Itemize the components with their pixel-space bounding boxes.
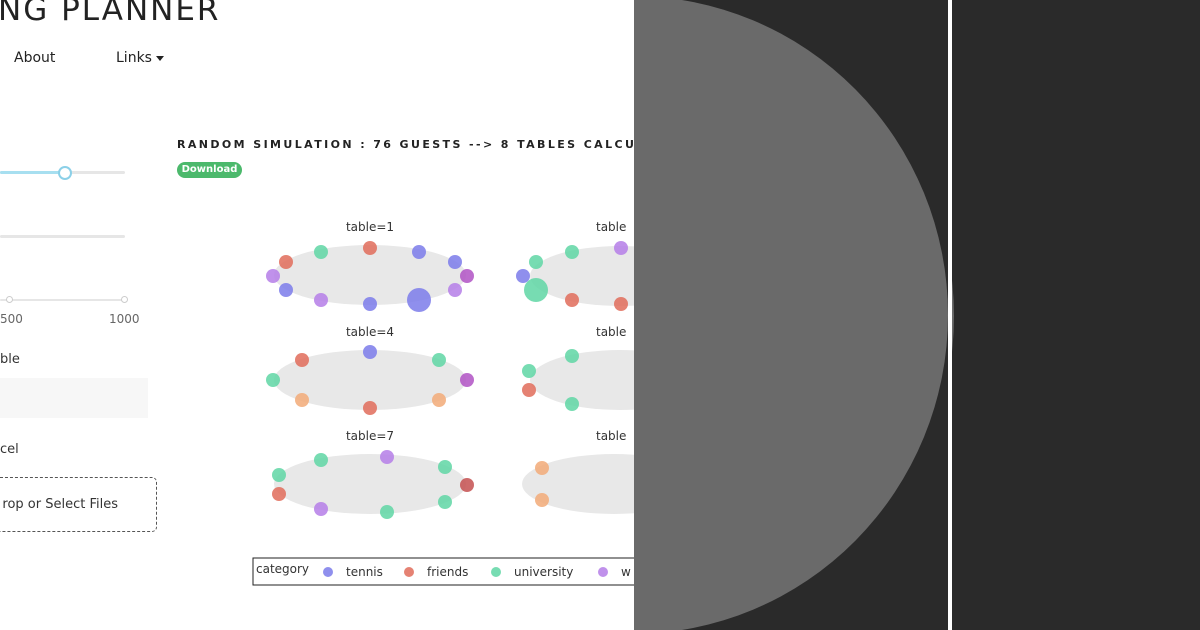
app-title: NG PLANNER (0, 0, 221, 28)
legend-entry[interactable]: w (621, 565, 631, 579)
guest-point (412, 245, 426, 259)
guest-point (614, 297, 628, 311)
guest-point (460, 373, 474, 387)
guest-point (438, 495, 452, 509)
guest-point (272, 487, 286, 501)
guest-point (565, 397, 579, 411)
legend-marker (598, 567, 608, 577)
guest-point (535, 493, 549, 507)
app-screenshot: NG PLANNER About Links 500 1000 ble cel … (0, 0, 634, 586)
download-button[interactable]: Download (177, 162, 242, 178)
slider-tick-label: 1000 (109, 312, 140, 326)
guest-point (279, 255, 293, 269)
decorative-panel (634, 0, 1200, 630)
guest-point (432, 393, 446, 407)
guest-point (272, 468, 286, 482)
table-ellipse (530, 350, 634, 410)
legend-entry[interactable]: friends (427, 565, 468, 579)
facet-table-4: table=4 (266, 325, 474, 415)
facet-title: table=7 (346, 429, 394, 443)
table-ellipse (274, 454, 466, 514)
guest-point (295, 393, 309, 407)
panel-divider (948, 0, 952, 630)
guest-point (279, 283, 293, 297)
nav-links-label: Links (116, 50, 152, 66)
facet-table-2: table (516, 220, 634, 311)
legend-title: category (256, 562, 309, 576)
guest-point (380, 450, 394, 464)
legend-entry[interactable]: tennis (346, 565, 383, 579)
guest-point (363, 401, 377, 415)
guest-point (524, 278, 548, 302)
facet-title: table=4 (346, 325, 394, 339)
guest-point (522, 364, 536, 378)
file-dropzone[interactable]: rop or Select Files (0, 477, 157, 532)
table-size-input[interactable] (0, 378, 148, 418)
guest-point (448, 283, 462, 297)
guest-point (565, 245, 579, 259)
semicircle-shape (634, 0, 948, 630)
guest-point (614, 241, 628, 255)
facet-table-7: table=7 (272, 429, 474, 519)
table-ellipse (274, 350, 466, 410)
guest-point (314, 502, 328, 516)
slider-handle[interactable] (58, 166, 72, 180)
slider-fill (0, 171, 64, 174)
facet-title: table (596, 325, 626, 339)
dropzone-text: rop or Select Files (2, 497, 118, 512)
simulation-title: RANDOM SIMULATION : 76 GUESTS --> 8 TABL… (177, 138, 634, 151)
table-ellipse (522, 454, 634, 514)
guest-point (438, 460, 452, 474)
tables-slider[interactable] (0, 235, 125, 238)
semicircle-shape (952, 0, 954, 630)
facet-table-5: table (522, 325, 634, 411)
guest-point (314, 245, 328, 259)
guest-point (516, 269, 530, 283)
facet-title: table (596, 220, 626, 234)
iterations-slider[interactable] (0, 299, 125, 301)
guest-point (407, 288, 431, 312)
facet-table-1: table=1 (266, 220, 474, 312)
guest-point (432, 353, 446, 367)
table-ellipse (530, 246, 634, 306)
nav-links[interactable]: Links (116, 50, 164, 66)
guest-point (522, 383, 536, 397)
legend-box (252, 557, 634, 586)
guest-point (565, 349, 579, 363)
legend-marker (404, 567, 414, 577)
legend-entry[interactable]: university (514, 565, 573, 579)
guest-point (314, 453, 328, 467)
guest-point (448, 255, 462, 269)
legend-marker (491, 567, 501, 577)
slider-tick-label: 500 (0, 312, 23, 326)
nav-about[interactable]: About (14, 50, 56, 66)
facet-title: table (596, 429, 626, 443)
guest-point (460, 269, 474, 283)
facet-table-8: table (522, 429, 634, 514)
excel-upload-label: cel (0, 442, 19, 457)
facet-title: table=1 (346, 220, 394, 234)
table-size-label: ble (0, 352, 20, 367)
guest-point (529, 255, 543, 269)
guest-point (565, 293, 579, 307)
guest-point (266, 373, 280, 387)
guest-point (363, 241, 377, 255)
seating-chart: table=1 table table (252, 220, 634, 586)
chart-legend: category tennis friends university w (252, 557, 634, 586)
guest-point (314, 293, 328, 307)
caret-down-icon (155, 55, 164, 61)
guest-point (295, 353, 309, 367)
guest-point (535, 461, 549, 475)
slider-tick-dot (6, 296, 13, 303)
slider-tick-dot (121, 296, 128, 303)
legend-marker (323, 567, 333, 577)
guest-point (266, 269, 280, 283)
guest-point (380, 505, 394, 519)
guest-point (460, 478, 474, 492)
guest-point (363, 297, 377, 311)
guest-point (363, 345, 377, 359)
